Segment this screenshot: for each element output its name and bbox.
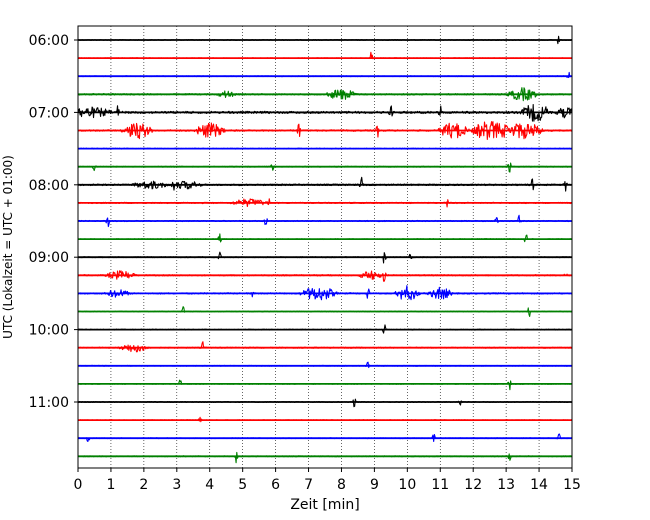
y-tick-label-08:00: 08:00: [29, 178, 69, 194]
x-tick-label-15: 15: [563, 477, 581, 493]
x-axis-label: Zeit [min]: [290, 497, 359, 513]
y-tick-label-06:00: 06:00: [29, 33, 69, 49]
x-tick-label-1: 1: [106, 477, 115, 493]
y-axis: 06:00 07:00 08:00 09:00 10:00 11:00: [29, 33, 78, 411]
x-tick-label-10: 10: [398, 477, 416, 493]
y-tick-label-07:00: 07:00: [29, 105, 69, 121]
y-axis-label: UTC (Lokalzeit = UTC + 01:00): [1, 155, 15, 339]
x-axis: 0 1 2 3 4 5 6 7 8 9 10 11 12 13 14 15: [74, 468, 581, 493]
x-tick-label-9: 9: [370, 477, 379, 493]
x-tick-label-5: 5: [238, 477, 247, 493]
y-tick-label-10:00: 10:00: [29, 323, 69, 339]
traces: [77, 35, 573, 464]
x-tick-label-8: 8: [337, 477, 346, 493]
x-tick-label-12: 12: [464, 477, 482, 493]
x-tick-label-3: 3: [172, 477, 181, 493]
plot-frame: [77, 25, 573, 469]
x-tick-label-2: 2: [139, 477, 148, 493]
y-tick-label-09:00: 09:00: [29, 250, 69, 266]
y-tick-label-11:00: 11:00: [29, 395, 69, 411]
x-tick-label-7: 7: [304, 477, 313, 493]
x-tick-label-11: 11: [431, 477, 449, 493]
x-tick-label-13: 13: [497, 477, 515, 493]
x-tick-label-14: 14: [530, 477, 548, 493]
x-tick-label-6: 6: [271, 477, 280, 493]
x-tick-label-4: 4: [205, 477, 214, 493]
x-tick-label-0: 0: [74, 477, 83, 493]
